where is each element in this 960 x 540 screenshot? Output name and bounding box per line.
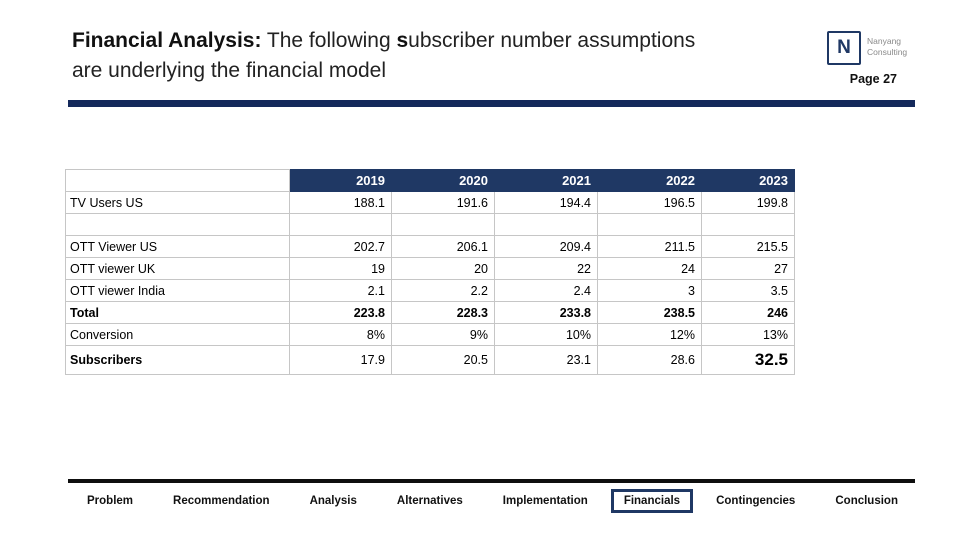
cell-value: 12% [597,323,702,346]
cell-value: 27 [701,257,795,280]
cell-value [701,213,795,236]
cell-value [289,213,392,236]
cell-value: 20 [391,257,495,280]
cell-value [597,213,702,236]
nav-item-financials[interactable]: Financials [610,489,694,513]
nav-item-problem[interactable]: Problem [87,495,134,507]
title-bold-prefix: Financial Analysis: [72,29,262,52]
table-row: OTT viewer UK 19 20 22 24 27 [65,257,795,280]
cell-value: 2.1 [289,279,392,302]
row-label: Subscribers [65,345,290,375]
cell-value: 3.5 [701,279,795,302]
cell-value: 199.8 [701,191,795,214]
cell-value: 238.5 [597,301,702,324]
table-row: TV Users US 188.1 191.6 194.4 196.5 199.… [65,191,795,214]
cell-value: 2.4 [494,279,598,302]
page-number: Page 27 [849,72,897,86]
year-column-header: 2023 [701,169,795,192]
table-row: Conversion 8% 9% 10% 12% 13% [65,323,795,346]
table-total-row: Total 223.8 228.3 233.8 238.5 246 [65,301,795,324]
table-subscribers-row: Subscribers 17.9 20.5 23.1 28.6 32.5 [65,345,795,375]
logo-name-line1: Nanyang [867,36,902,46]
cell-value: 215.5 [701,235,795,258]
year-column-header: 2020 [391,169,495,192]
cell-value [494,213,598,236]
subscriber-assumptions-table: 2019 2020 2021 2022 2023 TV Users US 188… [65,169,795,375]
slide-title: Financial Analysis: The following subscr… [72,26,796,86]
title-regular-2: ubscriber number assumptions [408,29,696,52]
cell-value: 191.6 [391,191,495,214]
year-column-header: 2021 [494,169,598,192]
row-label: Conversion [65,323,290,346]
nav-item-contingencies[interactable]: Contingencies [716,495,796,507]
title-line2: are underlying the financial model [72,58,387,82]
data-table: 2019 2020 2021 2022 2023 TV Users US 188… [65,169,795,375]
cell-value: 9% [391,323,495,346]
cell-value-highlighted: 32.5 [701,345,795,375]
table-row: OTT viewer India 2.1 2.2 2.4 3 3.5 [65,279,795,302]
row-label: Total [65,301,290,324]
cell-value: 2.2 [391,279,495,302]
section-nav: Problem Recommendation Analysis Alternat… [68,487,915,515]
cell-value: 233.8 [494,301,598,324]
cell-value: 3 [597,279,702,302]
cell-value: 10% [494,323,598,346]
year-column-header: 2019 [289,169,392,192]
cell-value: 17.9 [289,345,392,375]
footer-divider-line [68,479,915,483]
cell-value: 23.1 [494,345,598,375]
row-label: OTT viewer India [65,279,290,302]
cell-value: 223.8 [289,301,392,324]
title-bold-s: s [396,29,409,52]
nav-item-conclusion[interactable]: Conclusion [835,495,898,507]
cell-value: 28.6 [597,345,702,375]
cell-value [391,213,495,236]
cell-value: 202.7 [289,235,392,258]
logo-n-icon: N [827,31,861,65]
cell-value: 22 [494,257,598,280]
cell-value: 209.4 [494,235,598,258]
cell-value: 211.5 [597,235,702,258]
year-column-header: 2022 [597,169,702,192]
cell-value: 228.3 [391,301,495,324]
row-label [65,213,290,236]
cell-value: 206.1 [391,235,495,258]
table-spacer-row [65,213,795,236]
logo-name-line2: Consulting [867,47,908,58]
table-row: OTT Viewer US 202.7 206.1 209.4 211.5 21… [65,235,795,258]
nav-item-recommendation[interactable]: Recommendation [173,495,270,507]
cell-value: 13% [701,323,795,346]
cell-value: 8% [289,323,392,346]
row-label: TV Users US [65,191,290,214]
cell-value: 24 [597,257,702,280]
cell-value: 196.5 [597,191,702,214]
cell-value: 20.5 [391,345,495,375]
cell-value: 188.1 [289,191,392,214]
table-header-row: 2019 2020 2021 2022 2023 [65,169,795,192]
nav-item-alternatives[interactable]: Alternatives [396,495,463,507]
nav-item-implementation[interactable]: Implementation [502,495,588,507]
company-logo: N Nanyang Consulting [827,31,907,65]
table-corner-cell [65,169,290,192]
logo-company-name: Nanyang Consulting [867,36,907,58]
cell-value: 19 [289,257,392,280]
row-label: OTT Viewer US [65,235,290,258]
row-label: OTT viewer UK [65,257,290,280]
nav-item-analysis[interactable]: Analysis [309,495,357,507]
cell-value: 194.4 [494,191,598,214]
title-regular-1: The following [261,29,397,52]
title-divider-bar [68,100,915,107]
cell-value: 246 [701,301,795,324]
